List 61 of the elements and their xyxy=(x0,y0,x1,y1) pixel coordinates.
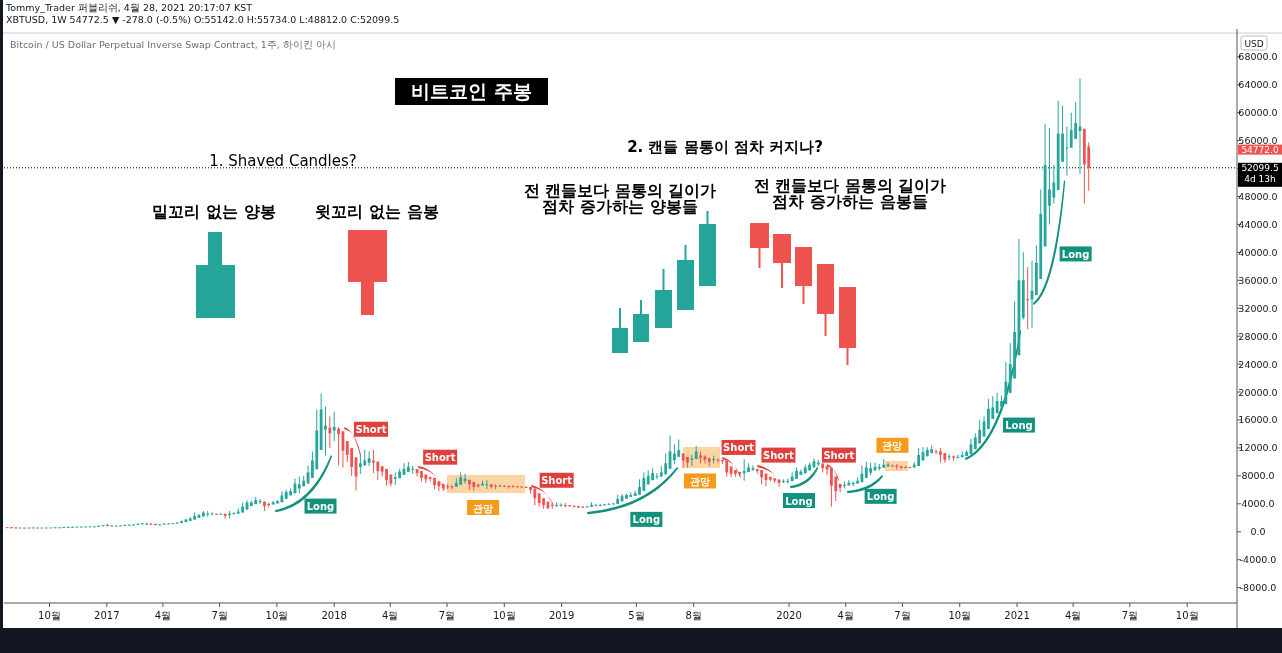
annotation: Long xyxy=(783,493,815,508)
x-tick-label: 2018 xyxy=(321,610,347,621)
y-tick-label: 16000.0 xyxy=(1238,414,1278,426)
y-tick-label: 36000.0 xyxy=(1238,274,1278,286)
annotation: 관망 xyxy=(467,500,500,515)
y-tick-label: 48000.0 xyxy=(1238,190,1278,202)
x-tick-label: 2017 xyxy=(94,610,120,621)
x-tick-label: 8월 xyxy=(685,610,702,621)
annotation: 윗꼬리 없는 음봉 xyxy=(315,202,439,221)
annotation: 관망 xyxy=(882,440,903,452)
annotation: XBTUSD, 1W 54772.5 ▼ -278.0 (-0.5%) O:55142.0 H:55734.0 L:48812.0 C:52099.5 xyxy=(6,14,400,25)
x-tick-label: 7월 xyxy=(1121,610,1138,621)
annotation: 전 캔들보다 몸통의 길이가 점차 증가하는 음봉들 xyxy=(753,176,947,211)
annotation: Bitcoin / US Dollar Perpetual Inverse Swap Contract, 1주, 하이킨 아시 xyxy=(10,39,336,50)
title: 비트코인 주봉 xyxy=(395,78,548,105)
y-tick-label: 24000.0 xyxy=(1238,358,1278,370)
y-tick-label: 28000.0 xyxy=(1238,330,1278,342)
y-tick-label: 68000.0 xyxy=(1238,51,1278,63)
y-axis-title: USD xyxy=(1244,38,1264,49)
x-tick-label: 5월 xyxy=(628,610,645,621)
x-tick-label: 10월 xyxy=(265,610,289,621)
annotation: 관망 xyxy=(473,502,494,514)
y-tick-label: 12000.0 xyxy=(1238,442,1278,454)
annotation: 4d 13h xyxy=(1244,173,1276,184)
x-tick-label: 7월 xyxy=(211,610,228,621)
y-tick-label: -4000.0 xyxy=(1239,554,1277,566)
x-tick-label: 7월 xyxy=(894,610,911,621)
y-tick-label: 40000.0 xyxy=(1238,246,1278,258)
y-tick-label: 8000.0 xyxy=(1241,470,1275,482)
x-tick-label: 7월 xyxy=(438,610,456,621)
annotation: Long xyxy=(1059,246,1092,262)
y-tick-label: 32000.0 xyxy=(1238,302,1278,314)
annotation: 밑꼬리 없는 양봉 xyxy=(152,202,276,221)
y-axis-title: USD xyxy=(1240,35,1268,51)
x-tick-label: 2020 xyxy=(776,610,802,621)
y-tick-label: 56000.0 xyxy=(1238,135,1278,147)
y-tick-label: 44000.0 xyxy=(1238,218,1278,230)
annotation: Tommy_Trader 퍼블리쉬, 4월 28, 2021 20:17:07 KST xyxy=(6,2,252,13)
annotation: 54772.0 xyxy=(1238,144,1282,155)
x-tick-label: 2021 xyxy=(1004,610,1030,621)
x-tick-label: 4월 xyxy=(154,610,172,621)
x-tick-label: 10월 xyxy=(38,610,61,621)
annotation: 관망 xyxy=(683,473,716,489)
y-tick-label: 60000.0 xyxy=(1238,107,1278,119)
x-tick-label: 4월 xyxy=(382,610,399,621)
x-tick-label: 10월 xyxy=(948,610,972,621)
x-tick-label: 2019 xyxy=(548,610,575,621)
annotation: 2. 캔들 몸통이 점차 커지나? xyxy=(627,138,823,156)
x-tick-label: 4월 xyxy=(837,610,854,621)
annotation: 관망 xyxy=(689,475,710,487)
y-tick-label: 20000.0 xyxy=(1238,386,1278,398)
x-tick-label: 10월 xyxy=(1175,610,1199,621)
ref-line-label: 52099.5 xyxy=(1241,163,1279,174)
y-tick-label: 64000.0 xyxy=(1238,79,1278,91)
x-tick-label: 10월 xyxy=(492,610,516,621)
annotation: 전 캔들보다 몸통의 길이가 점차 증가하는 양봉들 xyxy=(523,181,717,216)
y-tick-label: 0.0 xyxy=(1250,526,1266,538)
y-tick-label: 4000.0 xyxy=(1241,498,1275,510)
x-tick-label: 4월 xyxy=(1064,610,1082,621)
annotation: 1. Shaved Candles? xyxy=(209,152,357,170)
y-tick-label: -8000.0 xyxy=(1239,582,1277,594)
